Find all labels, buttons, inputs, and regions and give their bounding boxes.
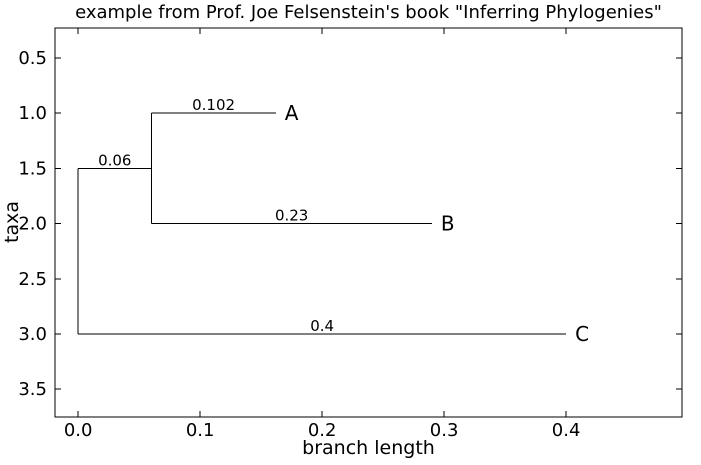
y-tick-label: 2.0 (18, 214, 47, 235)
y-tick-label: 2.5 (18, 269, 47, 290)
taxon-label: B (441, 212, 455, 236)
x-tick-label: 0.3 (430, 420, 459, 441)
branch-length-label: 0.4 (310, 317, 334, 335)
y-tick-label: 3.0 (18, 324, 47, 345)
y-tick-label: 1.5 (18, 158, 47, 179)
x-tick-label: 0.1 (186, 420, 215, 441)
x-tick-label: 0.2 (308, 420, 337, 441)
branch-length-label: 0.06 (98, 151, 131, 169)
axes-frame (54, 27, 683, 418)
y-tick-label: 3.5 (18, 379, 47, 400)
taxon-label: C (575, 322, 589, 346)
y-tick-label: 1.0 (18, 103, 47, 124)
taxon-label: A (285, 101, 299, 125)
y-tick-label: 0.5 (18, 48, 47, 69)
branch-length-label: 0.23 (275, 207, 308, 225)
branch-length-label: 0.102 (192, 96, 235, 114)
chart-title: example from Prof. Joe Felsenstein's boo… (75, 2, 662, 23)
x-tick-label: 0.0 (64, 420, 93, 441)
x-axis-label: branch length (302, 437, 435, 459)
x-tick-label: 0.4 (552, 420, 581, 441)
y-axis-label: taxa (1, 201, 23, 243)
